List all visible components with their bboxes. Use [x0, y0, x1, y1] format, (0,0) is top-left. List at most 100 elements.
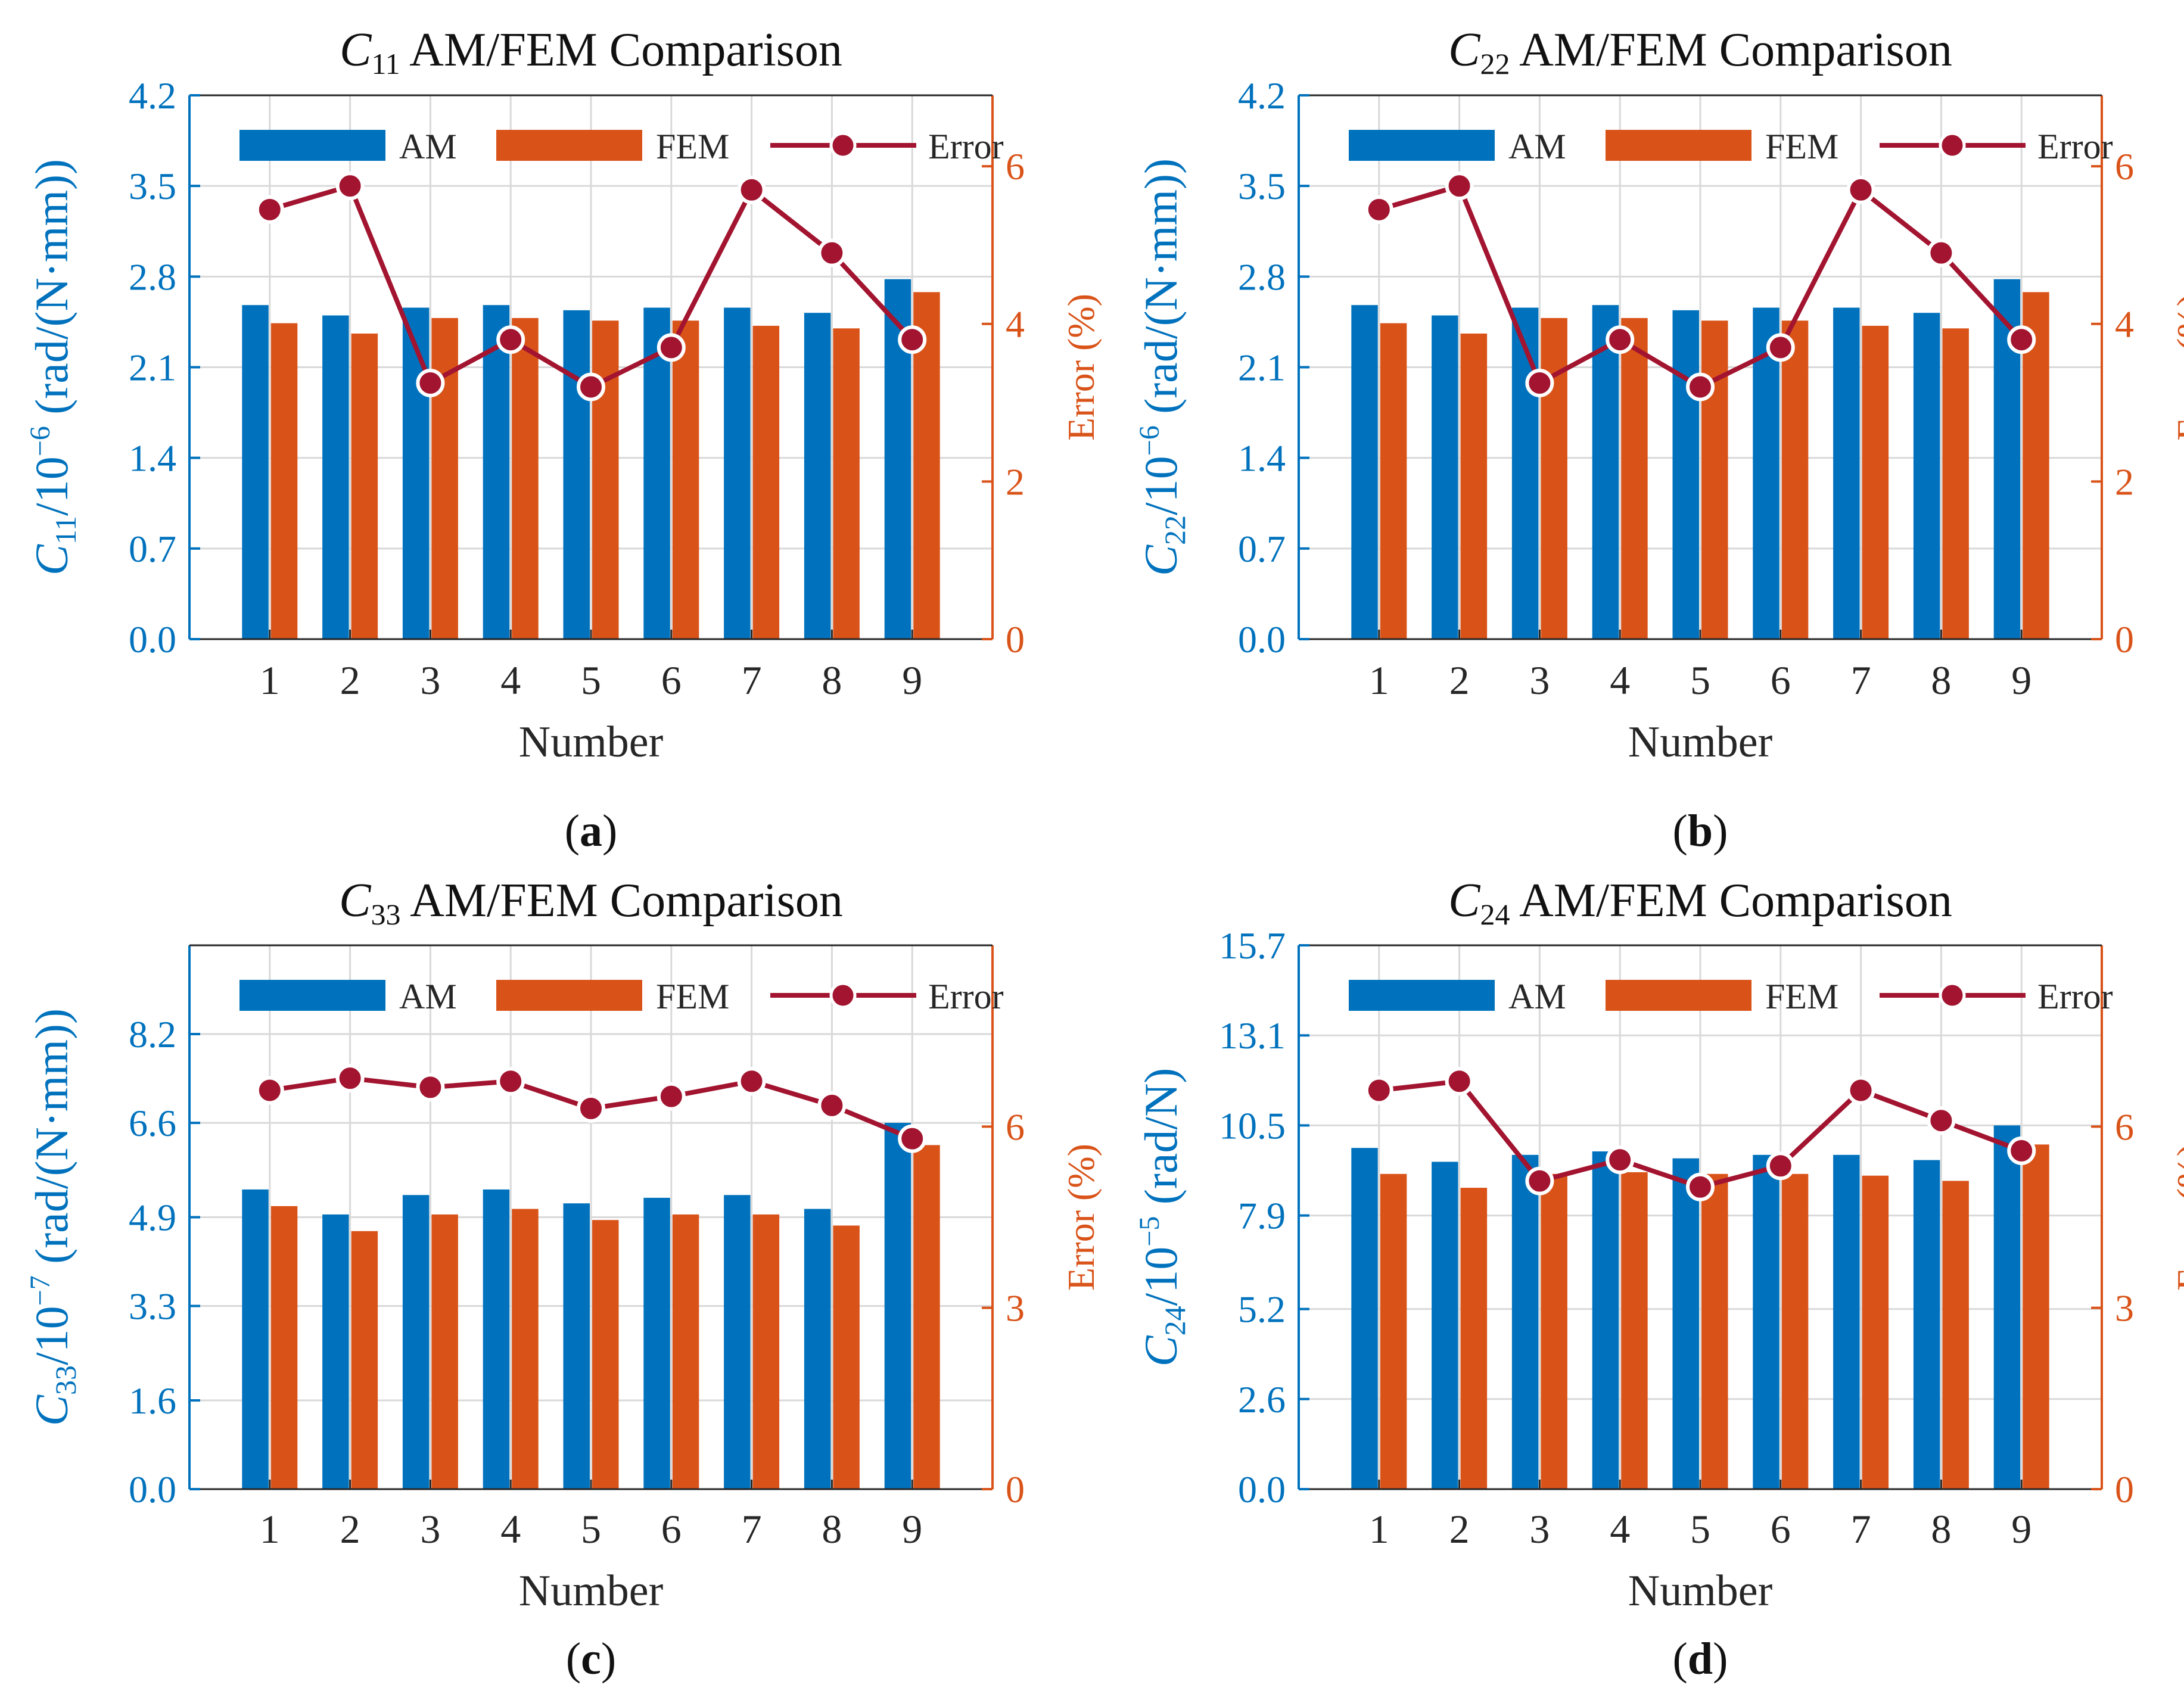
bar-am-6 — [643, 307, 670, 639]
right-tick-label: 6 — [2115, 1106, 2134, 1148]
y-axis-label: C33/10−7 (rad/(N·mm)) — [24, 1008, 82, 1426]
y-axis-label: C22/10−6 (rad/(N·mm)) — [1134, 158, 1191, 576]
y-axis-label: C24/10−5 (rad/N) — [1134, 1068, 1191, 1367]
error-point-8 — [1927, 1106, 1956, 1135]
x-tick-label: 2 — [1449, 1506, 1470, 1552]
error-point-3 — [1525, 368, 1554, 397]
bar-am-4 — [483, 305, 510, 639]
left-tick-label: 0.0 — [1238, 1468, 1286, 1511]
left-tick-label: 6.6 — [129, 1102, 176, 1144]
legend-swatch-fem — [496, 980, 642, 1011]
legend-swatch-fem — [1606, 980, 1751, 1011]
error-point-7 — [1846, 1076, 1875, 1105]
x-tick-label: 1 — [1369, 658, 1389, 703]
error-point-4 — [1606, 325, 1635, 354]
error-point-1 — [1364, 195, 1393, 224]
x-tick-label: 9 — [902, 658, 922, 703]
x-axis-label: Number — [519, 718, 664, 767]
x-tick-label: 4 — [500, 658, 521, 703]
bar-fem-9 — [2023, 1144, 2049, 1489]
legend-marker-error — [1939, 982, 1966, 1009]
bar-fem-7 — [752, 1214, 780, 1489]
legend-label-am: AM — [1508, 127, 1566, 166]
left-tick-label: 5.2 — [1238, 1288, 1286, 1331]
error-point-3 — [416, 1073, 445, 1102]
bar-am-8 — [804, 313, 831, 639]
bar-am-3 — [1511, 1154, 1539, 1489]
bar-fem-3 — [1541, 317, 1567, 639]
bar-am-8 — [804, 1209, 831, 1489]
left-tick-label: 0.0 — [129, 1468, 176, 1511]
legend-label-fem: FEM — [656, 127, 729, 166]
right-tick-label: 6 — [1006, 145, 1025, 188]
y-axis-label: C11/10−6 (rad/(N·mm)) — [24, 159, 82, 575]
bar-am-6 — [643, 1197, 670, 1489]
x-tick-label: 5 — [581, 1506, 601, 1552]
legend-swatch-am — [239, 980, 385, 1011]
x-axis-label: Number — [519, 1567, 664, 1615]
chart-panel-d: 0.0 2.6 5.2 7.9 10.5 13.1 15.7 0 3 6 1 2 3 4 5 6 7 8 9 Numb… — [1134, 874, 2184, 1684]
bar-fem-6 — [672, 1214, 699, 1489]
legend-swatch-am — [239, 130, 385, 161]
error-point-7 — [1846, 175, 1875, 204]
error-point-8 — [817, 1091, 847, 1120]
panel-caption: (a) — [565, 806, 618, 856]
x-tick-label: 7 — [742, 658, 762, 703]
x-tick-label: 8 — [1931, 658, 1951, 703]
x-tick-label: 6 — [661, 1506, 682, 1552]
x-tick-label: 6 — [1771, 1506, 1791, 1552]
bar-am-2 — [322, 1214, 349, 1489]
chart-title: C33 AM/FEM Comparison — [339, 874, 843, 931]
chart-title: C22 AM/FEM Comparison — [1448, 24, 1952, 80]
bar-fem-2 — [351, 1231, 378, 1489]
panel-caption: (b) — [1673, 806, 1728, 856]
bar-am-5 — [563, 1203, 590, 1489]
bar-fem-9 — [913, 1145, 940, 1489]
right-tick-label: 3 — [1006, 1287, 1025, 1330]
legend-label-error: Error — [928, 127, 1004, 166]
error-point-3 — [1525, 1166, 1554, 1195]
legend-swatch-am — [1349, 130, 1495, 161]
right-tick-label: 2 — [2115, 460, 2134, 503]
left-tick-label: 4.2 — [1238, 74, 1286, 117]
bar-fem-8 — [1942, 328, 1969, 639]
legend-swatch-fem — [496, 130, 642, 161]
left-tick-label: 2.1 — [1238, 347, 1286, 389]
x-tick-label: 9 — [2011, 1506, 2031, 1552]
x-tick-label: 3 — [1529, 1506, 1550, 1552]
error-point-4 — [496, 1067, 525, 1096]
x-tick-label: 1 — [260, 1506, 280, 1552]
bar-fem-4 — [1621, 1172, 1648, 1489]
bar-fem-6 — [1781, 320, 1809, 639]
left-tick-label: 7.9 — [1238, 1195, 1286, 1237]
right-tick-label: 0 — [1006, 618, 1025, 661]
bar-fem-2 — [1460, 333, 1488, 639]
bar-am-3 — [1511, 307, 1539, 639]
legend-swatch-am — [1349, 980, 1495, 1011]
legend-label-fem: FEM — [1765, 977, 1838, 1016]
left-tick-label: 4.2 — [129, 74, 176, 117]
right-tick-label: 4 — [2115, 303, 2134, 345]
bar-am-7 — [1833, 307, 1860, 639]
x-tick-label: 8 — [822, 658, 842, 703]
bar-fem-3 — [431, 317, 458, 639]
bar-fem-1 — [1380, 1173, 1407, 1489]
error-point-5 — [577, 1094, 605, 1123]
error-point-7 — [737, 1067, 766, 1096]
x-tick-label: 7 — [1851, 658, 1871, 703]
error-point-6 — [1766, 333, 1795, 362]
error-point-1 — [255, 195, 284, 224]
left-tick-label: 2.1 — [129, 347, 176, 389]
x-tick-label: 6 — [1771, 658, 1791, 703]
error-point-5 — [1686, 372, 1715, 401]
x-tick-label: 1 — [1369, 1506, 1389, 1552]
x-tick-label: 7 — [742, 1506, 762, 1552]
left-tick-label: 0.7 — [1238, 528, 1286, 570]
bar-fem-7 — [1862, 325, 1889, 639]
bar-am-7 — [1833, 1154, 1860, 1489]
error-point-8 — [817, 238, 847, 267]
left-tick-label: 3.5 — [1238, 165, 1286, 207]
x-tick-label: 1 — [260, 658, 280, 703]
bar-fem-5 — [1701, 320, 1728, 639]
